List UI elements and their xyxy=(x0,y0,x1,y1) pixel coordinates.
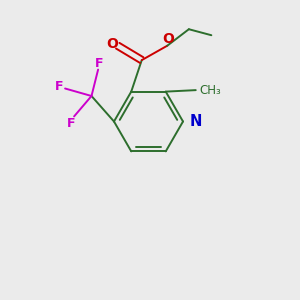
Text: F: F xyxy=(95,56,104,70)
Text: N: N xyxy=(190,114,202,129)
Text: O: O xyxy=(106,37,118,51)
Text: O: O xyxy=(163,32,174,46)
Text: F: F xyxy=(67,116,75,130)
Text: CH₃: CH₃ xyxy=(199,84,221,97)
Text: F: F xyxy=(55,80,63,94)
